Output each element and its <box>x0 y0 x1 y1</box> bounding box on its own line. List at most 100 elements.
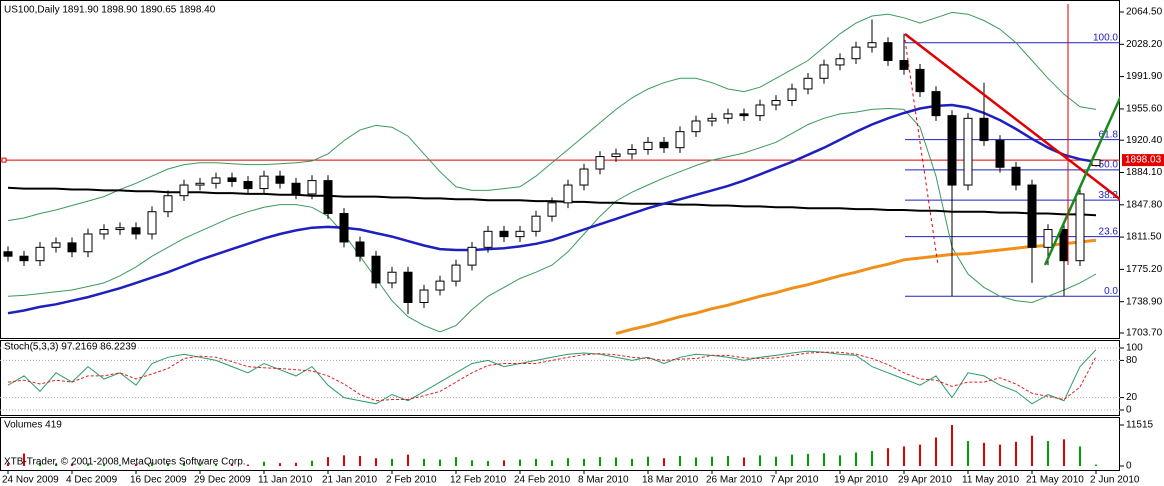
candle-body <box>131 227 141 235</box>
candle-body <box>1075 193 1085 262</box>
axis-layer: 2064.50 1991.90 2028.20 1955.60 1920.40 1884.… <box>2 7 1164 486</box>
x-tick-label: 2 Feb 2010 <box>386 475 437 486</box>
x-tick-label: 11 Jan 2010 <box>258 475 313 486</box>
price-label: 1898.03 <box>1125 155 1162 166</box>
y-tick-label: 1775.20 <box>1126 264 1163 275</box>
candle-body <box>1043 229 1053 248</box>
candle-body <box>147 211 157 235</box>
stoch-layer <box>0 347 1120 411</box>
fibo-label: 38.2 <box>1099 190 1119 201</box>
trend-line-up <box>1043 95 1120 266</box>
candle-body <box>467 246 477 266</box>
y-tick-label: 1991.90 <box>1126 71 1163 82</box>
y-tick-label: 20 <box>1126 392 1138 403</box>
candle-body <box>899 59 909 70</box>
candle-body <box>67 242 77 253</box>
price-label-box <box>1122 154 1164 167</box>
x-tick-label: 24 Nov 2009 <box>2 475 59 486</box>
candle-body <box>35 246 45 262</box>
candle-body <box>355 241 365 257</box>
volume-panel <box>0 417 1120 471</box>
candle-body <box>483 230 493 248</box>
candle-body <box>211 177 221 184</box>
candle-body <box>851 46 861 60</box>
indicator-line <box>7 107 1097 333</box>
candle-body <box>691 120 701 133</box>
fibo-label: 0.0 <box>1104 286 1118 297</box>
candle-body <box>179 184 189 197</box>
candle-body <box>19 255 29 262</box>
candle-body <box>339 213 349 243</box>
candle-body <box>579 168 589 186</box>
y-tick-label: 0 <box>1126 405 1132 416</box>
y-tick-label: 1955.60 <box>1126 104 1163 115</box>
x-tick-label: 8 Mar 2010 <box>578 475 629 486</box>
candle-body <box>643 141 653 150</box>
x-tick-label: 18 Mar 2010 <box>642 475 699 486</box>
candle-body <box>627 148 637 155</box>
candle-body <box>883 42 893 61</box>
indicator-line <box>7 103 1097 315</box>
candle-body <box>995 140 1005 168</box>
y-tick-label: 1703.70 <box>1126 328 1163 339</box>
candle-body <box>275 175 285 184</box>
candle-body <box>51 242 61 248</box>
x-tick-label: 26 Mar 2010 <box>706 475 763 486</box>
stoch-panel <box>0 340 1120 416</box>
candle-body <box>163 195 173 213</box>
candle-body <box>771 100 781 106</box>
candle-body <box>563 184 573 204</box>
candle-body <box>867 42 877 48</box>
candle-body <box>99 229 109 235</box>
candle-body <box>515 230 525 238</box>
x-tick-label: 24 Feb 2010 <box>514 475 571 486</box>
candle-body <box>323 180 333 215</box>
candle-body <box>195 182 205 186</box>
volume-layer <box>7 425 1097 466</box>
y-tick-label: 1811.50 <box>1126 232 1162 243</box>
candle-body <box>1027 184 1037 248</box>
candle-body <box>1011 166 1021 186</box>
candle-body <box>659 141 669 149</box>
candle-body <box>547 202 557 217</box>
candle-body <box>307 180 317 195</box>
candle-body <box>435 280 445 291</box>
candle-body <box>371 255 381 284</box>
candle-body <box>291 182 301 195</box>
x-tick-label: 12 Feb 2010 <box>450 475 507 486</box>
candle-body <box>387 271 397 284</box>
indicator-line <box>7 349 1097 405</box>
x-tick-label: 7 Apr 2010 <box>770 475 819 486</box>
drawing-objects <box>904 4 1120 266</box>
candle-body <box>403 271 413 303</box>
x-tick-label: 4 Dec 2009 <box>66 475 118 486</box>
candle-body <box>723 113 733 119</box>
y-tick-label: 11515 <box>1126 420 1154 431</box>
fibo-label: 61.8 <box>1099 129 1119 140</box>
copyright: XTB-Trader, © 2001-2008 MetaQuotes Softw… <box>4 457 246 468</box>
candle-body <box>243 180 253 190</box>
candle-body <box>915 68 925 93</box>
y-tick-label: 1884.10 <box>1126 167 1163 178</box>
candle-body <box>611 153 621 158</box>
x-tick-label: 29 Dec 2009 <box>194 475 251 486</box>
candle-body <box>3 251 13 257</box>
x-tick-label: 19 Apr 2010 <box>834 475 888 486</box>
fibo-label: 23.6 <box>1099 226 1119 237</box>
candle-body <box>819 64 829 79</box>
x-tick-label: 2 Jun 2010 <box>1090 475 1140 486</box>
candle-body <box>755 104 765 117</box>
indicator-line <box>615 238 1097 336</box>
candle-body <box>707 117 717 122</box>
x-tick-label: 16 Dec 2009 <box>130 475 187 486</box>
y-tick-label: 80 <box>1126 355 1138 366</box>
candle-body <box>259 175 269 190</box>
y-tick-label: 2028.20 <box>1126 39 1163 50</box>
fibo-label: 100.0 <box>1093 32 1118 43</box>
candle-body <box>499 230 509 238</box>
stoch-title: Stoch(5,3,3) 97.2169 86.2239 <box>4 342 137 353</box>
candle-body <box>531 215 541 232</box>
trend-line-down <box>904 33 1120 201</box>
candle-body <box>787 88 797 102</box>
